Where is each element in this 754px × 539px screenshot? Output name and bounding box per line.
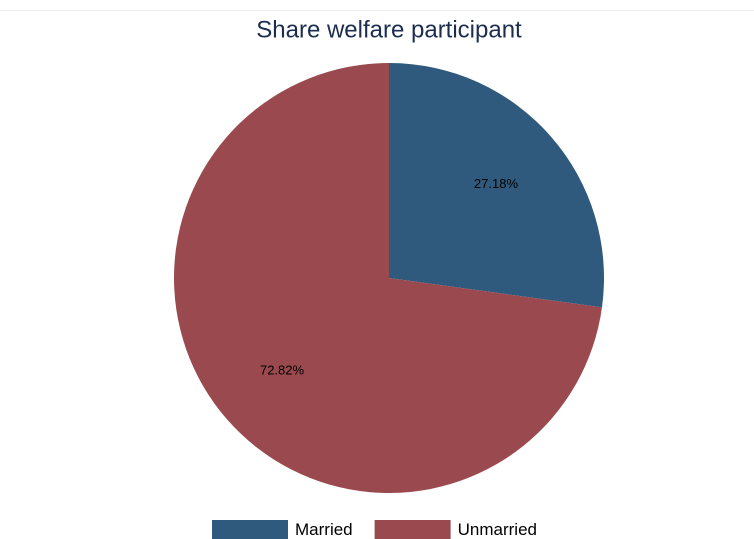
data-label: 27.18% [474, 176, 519, 191]
legend-swatch [212, 520, 288, 539]
chart-title: Share welfare participant [256, 16, 522, 43]
pie-slice [174, 63, 602, 494]
legend-label: Unmarried [458, 520, 537, 539]
legend-label: Married [295, 520, 353, 539]
data-label: 72.82% [260, 363, 305, 378]
pie-slice [389, 63, 604, 308]
legend-swatch [374, 520, 451, 539]
